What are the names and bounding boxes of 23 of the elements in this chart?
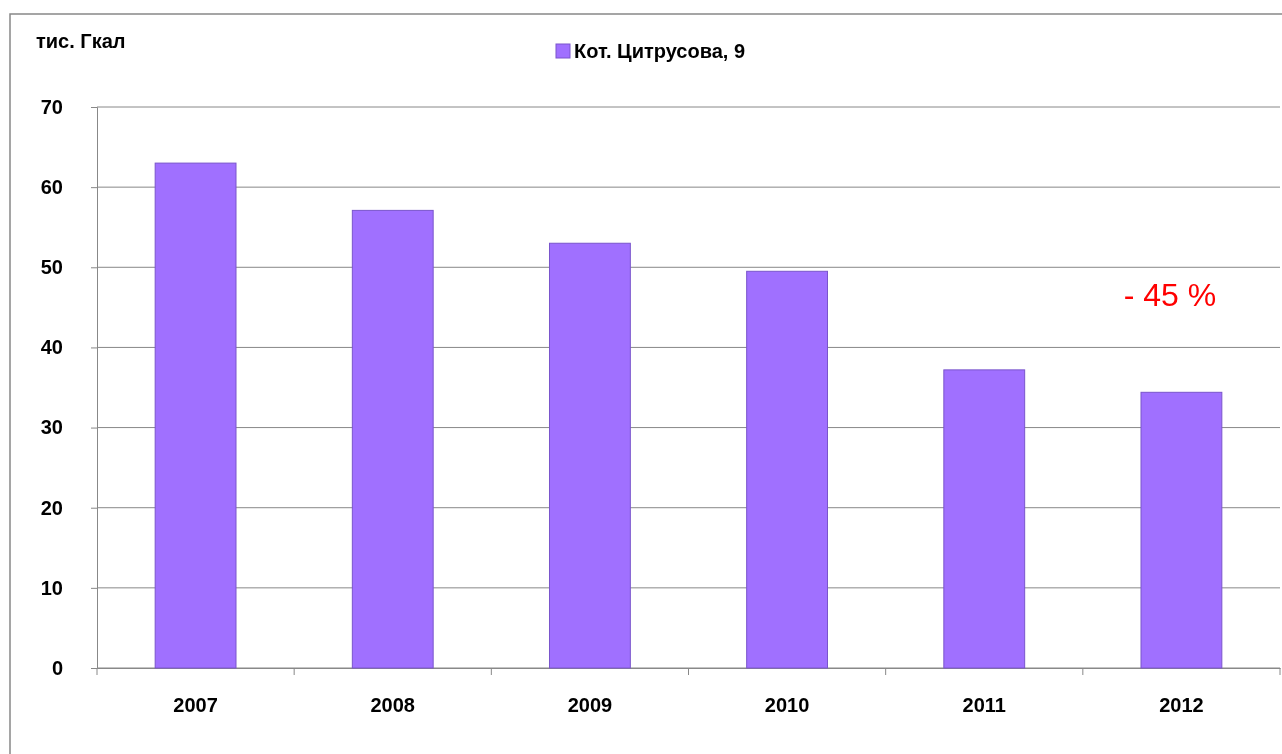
x-tick-label: 2012 xyxy=(1159,694,1204,717)
y-axis-title: тис. Гкал xyxy=(36,30,126,52)
y-tick-label: 40 xyxy=(40,336,63,359)
x-tick-label: 2010 xyxy=(764,694,810,717)
bar xyxy=(1140,391,1223,669)
x-tick-label: 2008 xyxy=(370,694,415,717)
y-tick-label: 10 xyxy=(40,576,63,599)
legend-label: Кот. Цитрусова, 9 xyxy=(574,40,746,62)
annotation: - 45 % xyxy=(1123,277,1217,313)
y-tick-label: 30 xyxy=(40,416,63,439)
x-tick-label: 2007 xyxy=(173,694,218,717)
bar xyxy=(549,242,631,669)
bar xyxy=(351,209,434,669)
y-tick-label: 70 xyxy=(40,95,63,118)
x-tick-label: 2009 xyxy=(567,694,613,717)
bar xyxy=(746,270,828,669)
x-tick-label: 2011 xyxy=(962,694,1006,717)
y-tick-label: 20 xyxy=(40,496,63,519)
y-tick-label: 0 xyxy=(51,656,63,679)
y-tick-label: 50 xyxy=(40,256,63,279)
bar xyxy=(943,369,1026,669)
y-tick-label: 60 xyxy=(40,176,63,199)
bar xyxy=(154,162,237,669)
